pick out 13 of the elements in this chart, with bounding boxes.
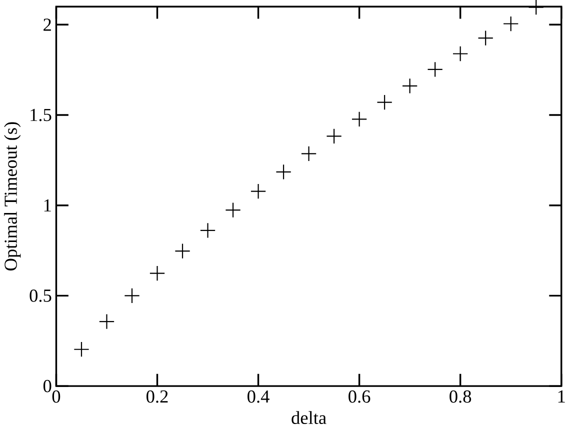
x-tick-label: 0.2 xyxy=(146,390,168,403)
x-tick-label: 0 xyxy=(52,390,60,403)
y-tick-label: 0.5 xyxy=(30,289,52,302)
y-tick-label: 0 xyxy=(43,380,52,392)
y-tick-label: 1 xyxy=(44,199,51,212)
x-tick-label: 1 xyxy=(558,390,565,402)
x-tick-label: 0.6 xyxy=(348,390,370,403)
y-axis-title: Optimal Timeout (s) xyxy=(4,122,21,270)
y-tick-label: 1.5 xyxy=(30,108,52,122)
x-axis-title: delta xyxy=(292,411,326,424)
x-tick-label: 0.8 xyxy=(450,390,472,403)
x-tick-label: 0.4 xyxy=(248,390,270,403)
y-tick-label: 2 xyxy=(44,18,51,31)
